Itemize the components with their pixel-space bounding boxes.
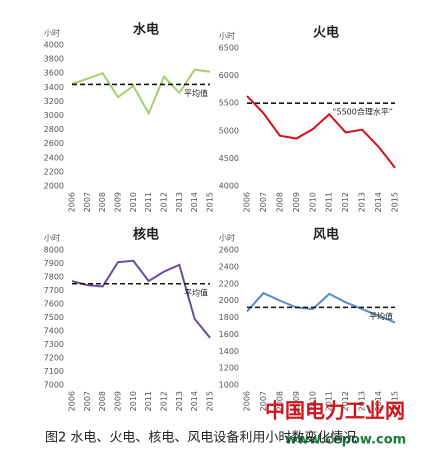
y-axis-label: 小时 [44, 28, 60, 38]
x-tick-label: 2012 [341, 391, 350, 411]
watermark: 中国电力工业网 [265, 399, 405, 423]
y-tick-label: 6500 [219, 44, 239, 53]
x-tick-label: 2009 [114, 391, 123, 411]
x-tick-label: 2014 [374, 391, 383, 411]
y-tick-label: 7000 [44, 381, 64, 390]
chart-title: 水电 [133, 22, 159, 38]
y-tick-label: 7200 [44, 354, 64, 363]
y-tick-label: 7100 [44, 367, 64, 376]
y-tick-label: 6000 [219, 71, 239, 80]
x-tick-label: 2008 [275, 391, 284, 411]
x-tick-label: 2010 [308, 192, 317, 212]
y-tick-label: 2400 [44, 153, 64, 162]
reference-label: “5500合理水平” [332, 107, 393, 117]
x-tick-label: 2006 [68, 192, 77, 212]
x-tick-label: 2012 [341, 192, 350, 212]
x-tick-label: 2010 [129, 192, 138, 212]
x-tick-label: 2015 [391, 192, 400, 212]
x-tick-label: 2010 [308, 391, 317, 411]
y-tick-label: 2200 [44, 167, 64, 176]
y-tick-label: 1200 [219, 364, 239, 373]
reference-label: 平均值 [184, 287, 208, 297]
x-tick-label: 2011 [144, 192, 153, 212]
y-tick-label: 3400 [44, 83, 64, 92]
x-tick-label: 2014 [190, 192, 199, 212]
x-tick-label: 2015 [206, 391, 215, 411]
x-tick-label: 2012 [160, 391, 169, 411]
y-tick-label: 3000 [44, 111, 64, 120]
y-tick-label: 2600 [219, 246, 239, 255]
reference-label: 平均值 [369, 311, 393, 321]
x-tick-label: 2010 [129, 391, 138, 411]
y-tick-label: 1400 [219, 347, 239, 356]
y-tick-label: 4000 [219, 182, 239, 191]
y-tick-label: 5500 [219, 99, 239, 108]
y-tick-label: 2200 [219, 279, 239, 288]
x-tick-label: 2015 [391, 391, 400, 411]
y-tick-label: 8000 [44, 246, 64, 255]
y-tick-label: 1600 [219, 330, 239, 339]
chart-title: 火电 [313, 25, 339, 41]
watermark-url: www.cepow.com [285, 433, 406, 448]
y-tick-label: 7800 [44, 273, 64, 282]
x-tick-label: 2013 [358, 192, 367, 212]
y-axis-label: 小时 [219, 233, 235, 243]
y-tick-label: 3800 [44, 55, 64, 64]
x-tick-label: 2009 [292, 391, 301, 411]
data-line [71, 68, 211, 116]
x-tick-label: 2011 [144, 391, 153, 411]
y-tick-label: 2000 [44, 182, 64, 191]
y-tick-label: 2800 [44, 125, 64, 134]
x-tick-label: 2015 [206, 192, 215, 212]
x-tick-label: 2012 [160, 192, 169, 212]
x-tick-label: 2007 [259, 391, 268, 411]
x-tick-label: 2013 [175, 192, 184, 212]
y-axis-label: 小时 [44, 233, 60, 243]
y-tick-label: 7500 [44, 313, 64, 322]
x-tick-label: 2008 [98, 192, 107, 212]
x-tick-label: 2007 [83, 192, 92, 212]
y-tick-label: 3600 [44, 69, 64, 78]
x-tick-label: 2006 [68, 391, 77, 411]
x-tick-label: 2011 [325, 192, 334, 212]
x-tick-label: 2009 [114, 192, 123, 212]
x-tick-label: 2013 [358, 391, 367, 411]
x-tick-label: 2014 [190, 391, 199, 411]
x-tick-label: 2009 [292, 192, 301, 212]
y-tick-label: 7300 [44, 340, 64, 349]
data-line [246, 291, 396, 324]
x-tick-label: 2008 [275, 192, 284, 212]
chart-title: 核电 [133, 227, 159, 243]
x-tick-label: 2011 [325, 391, 334, 411]
y-tick-label: 1800 [219, 313, 239, 322]
x-tick-label: 2006 [243, 391, 252, 411]
x-tick-label: 2008 [98, 391, 107, 411]
y-tick-label: 5000 [219, 126, 239, 135]
y-tick-label: 2000 [219, 296, 239, 305]
y-tick-label: 4000 [44, 41, 64, 50]
x-tick-label: 2007 [83, 391, 92, 411]
data-line [246, 95, 396, 169]
y-tick-label: 1000 [219, 381, 239, 390]
x-tick-label: 2013 [175, 391, 184, 411]
chart-title: 风电 [313, 227, 339, 243]
y-tick-label: 2400 [219, 262, 239, 271]
x-tick-label: 2007 [259, 192, 268, 212]
y-tick-label: 2600 [44, 139, 64, 148]
x-tick-label: 2014 [374, 192, 383, 212]
y-tick-label: 4500 [219, 154, 239, 163]
y-tick-label: 7900 [44, 259, 64, 268]
y-tick-label: 7700 [44, 286, 64, 295]
data-line [71, 259, 211, 339]
y-tick-label: 7400 [44, 327, 64, 336]
caption: 图2 水电、火电、核电、风电设备利用小时数变化情况 [45, 430, 356, 446]
x-tick-label: 2006 [243, 192, 252, 212]
y-tick-label: 3200 [44, 97, 64, 106]
y-axis-label: 小时 [219, 31, 235, 41]
y-tick-label: 7600 [44, 300, 64, 309]
reference-label: 平均值 [184, 88, 208, 98]
